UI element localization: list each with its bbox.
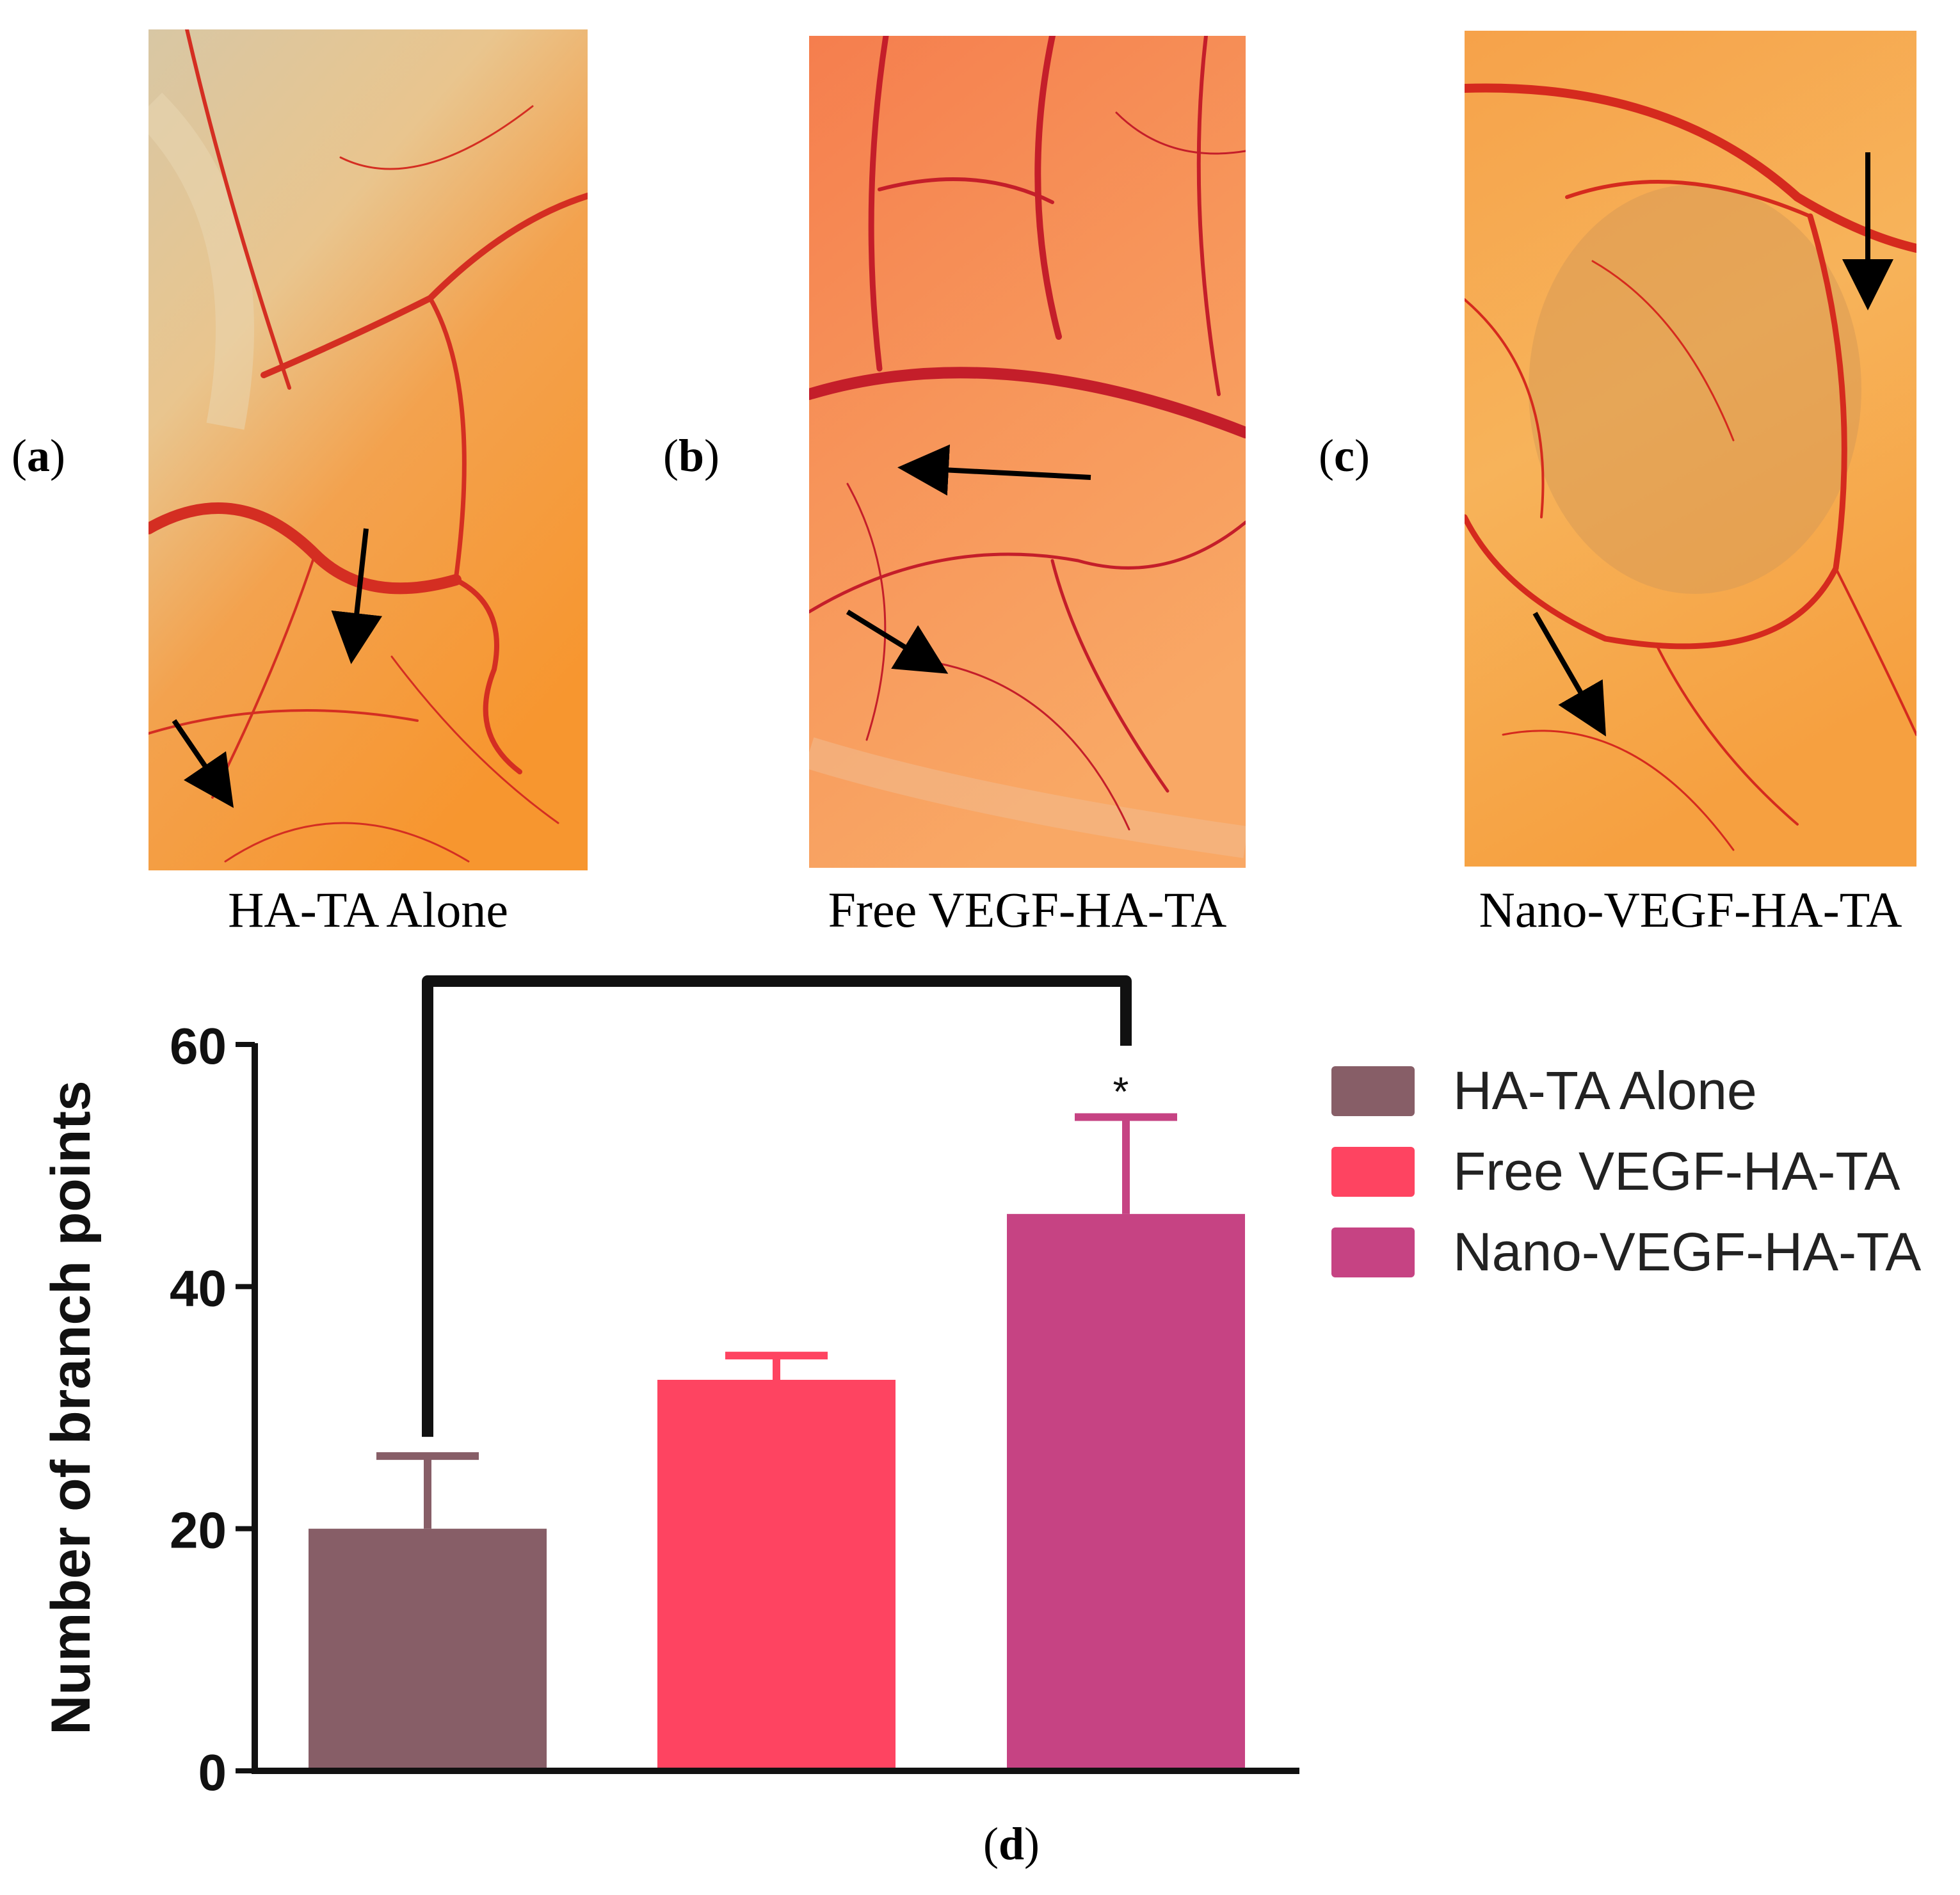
caption-panel-c: Nano-VEGF-HA-TA (1479, 882, 1902, 938)
bar-2 (657, 1379, 896, 1771)
legend-label-nano-vegf: Nano-VEGF-HA-TA (1453, 1222, 1922, 1282)
bar-1 (309, 1528, 547, 1771)
cam-photo-a (149, 29, 588, 870)
cam-photo-b (809, 36, 1246, 868)
panel-label-b: (b) (663, 430, 720, 481)
photo-panel-b (809, 36, 1246, 868)
significance-bracket (422, 975, 1132, 1437)
cam-photo-c (1465, 31, 1916, 867)
photo-panel-a (149, 29, 588, 870)
y-axis-label: Number of branch points (40, 1080, 102, 1734)
legend-swatch-nano-vegf (1331, 1227, 1415, 1277)
legend-swatch-ha-ta-alone (1331, 1066, 1415, 1116)
y-tick-label-20: 20 (170, 1502, 227, 1559)
caption-panel-a: HA-TA Alone (228, 882, 508, 938)
legend-label-free-vegf: Free VEGF-HA-TA (1453, 1141, 1900, 1201)
legend-swatch-free-vegf (1331, 1147, 1415, 1197)
y-tick-label-60: 60 (170, 1018, 227, 1075)
photo-panel-c (1465, 31, 1916, 867)
panel-label-d: (d) (983, 1818, 1040, 1869)
bar-3 (1007, 1213, 1245, 1771)
caption-panel-b: Free VEGF-HA-TA (828, 882, 1227, 938)
legend-label-ha-ta-alone: HA-TA Alone (1453, 1060, 1757, 1121)
panel-label-c: (c) (1319, 430, 1370, 481)
bar-chart: * 0 20 40 60 Number of branch points (d) (40, 975, 1299, 1869)
y-tick-label-40: 40 (170, 1259, 227, 1316)
significance-marker: * (1113, 1069, 1129, 1115)
panel-label-a: (a) (12, 430, 65, 481)
y-tick-label-0: 0 (198, 1744, 227, 1801)
